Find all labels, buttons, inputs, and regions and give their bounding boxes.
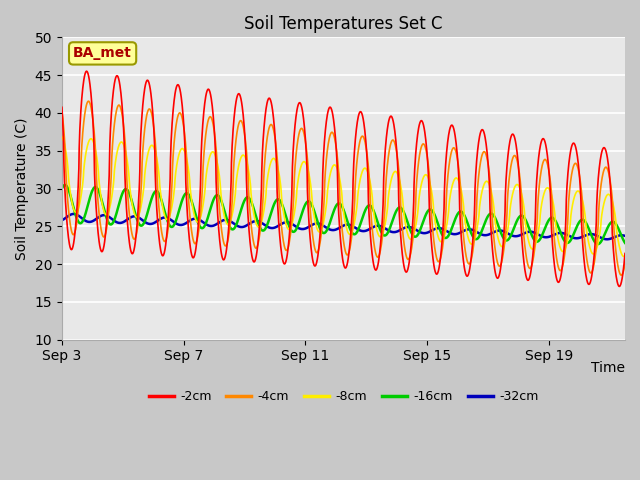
Legend: -2cm, -4cm, -8cm, -16cm, -32cm: -2cm, -4cm, -8cm, -16cm, -32cm xyxy=(143,385,543,408)
Text: Time: Time xyxy=(591,361,625,375)
Y-axis label: Soil Temperature (C): Soil Temperature (C) xyxy=(15,117,29,260)
Text: BA_met: BA_met xyxy=(73,47,132,60)
Title: Soil Temperatures Set C: Soil Temperatures Set C xyxy=(244,15,443,33)
